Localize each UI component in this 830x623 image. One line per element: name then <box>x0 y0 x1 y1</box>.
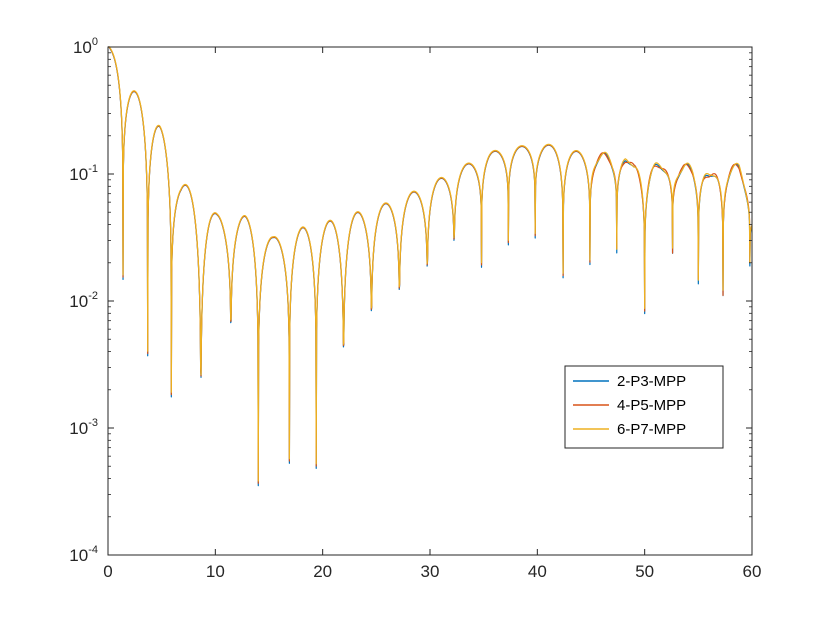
y-tick-label: 10-4 <box>69 544 98 565</box>
legend-label: 4-P5-MPP <box>617 397 686 414</box>
y-tick-exponent: -4 <box>88 544 98 556</box>
y-tick-base: 10 <box>69 292 88 311</box>
x-tick-label: 50 <box>635 562 654 581</box>
legend: 2-P3-MPP 4-P5-MPP 6-P7-MPP <box>564 365 724 449</box>
x-tick-label: 10 <box>206 562 225 581</box>
y-tick-exponent: -3 <box>88 417 98 429</box>
y-tick-base: 10 <box>69 165 88 184</box>
y-tick-base: 10 <box>69 546 88 565</box>
series-line-6-p7-mpp <box>107 46 753 482</box>
legend-label: 2-P3-MPP <box>617 373 686 390</box>
x-tick-label: 30 <box>421 562 440 581</box>
y-tick-base: 10 <box>73 38 92 57</box>
y-tick-exponent: -2 <box>88 290 98 302</box>
y-tick-base: 10 <box>69 419 88 438</box>
y-tick-label: 100 <box>73 36 98 57</box>
x-tick-label: 40 <box>528 562 547 581</box>
x-tick-label: 20 <box>313 562 332 581</box>
y-tick-exponent: -1 <box>88 163 98 175</box>
y-tick-label: 10-2 <box>69 290 98 311</box>
legend-label: 6-P7-MPP <box>617 421 686 438</box>
series-layer <box>107 46 753 487</box>
x-tick-label: 0 <box>103 562 112 581</box>
legend-box <box>564 365 724 449</box>
y-tick-exponent: 0 <box>92 36 98 48</box>
x-tick-label: 60 <box>743 562 762 581</box>
plot-background <box>108 47 752 555</box>
y-tick-label: 10-3 <box>69 417 98 438</box>
y-tick-label: 10-1 <box>69 163 98 184</box>
